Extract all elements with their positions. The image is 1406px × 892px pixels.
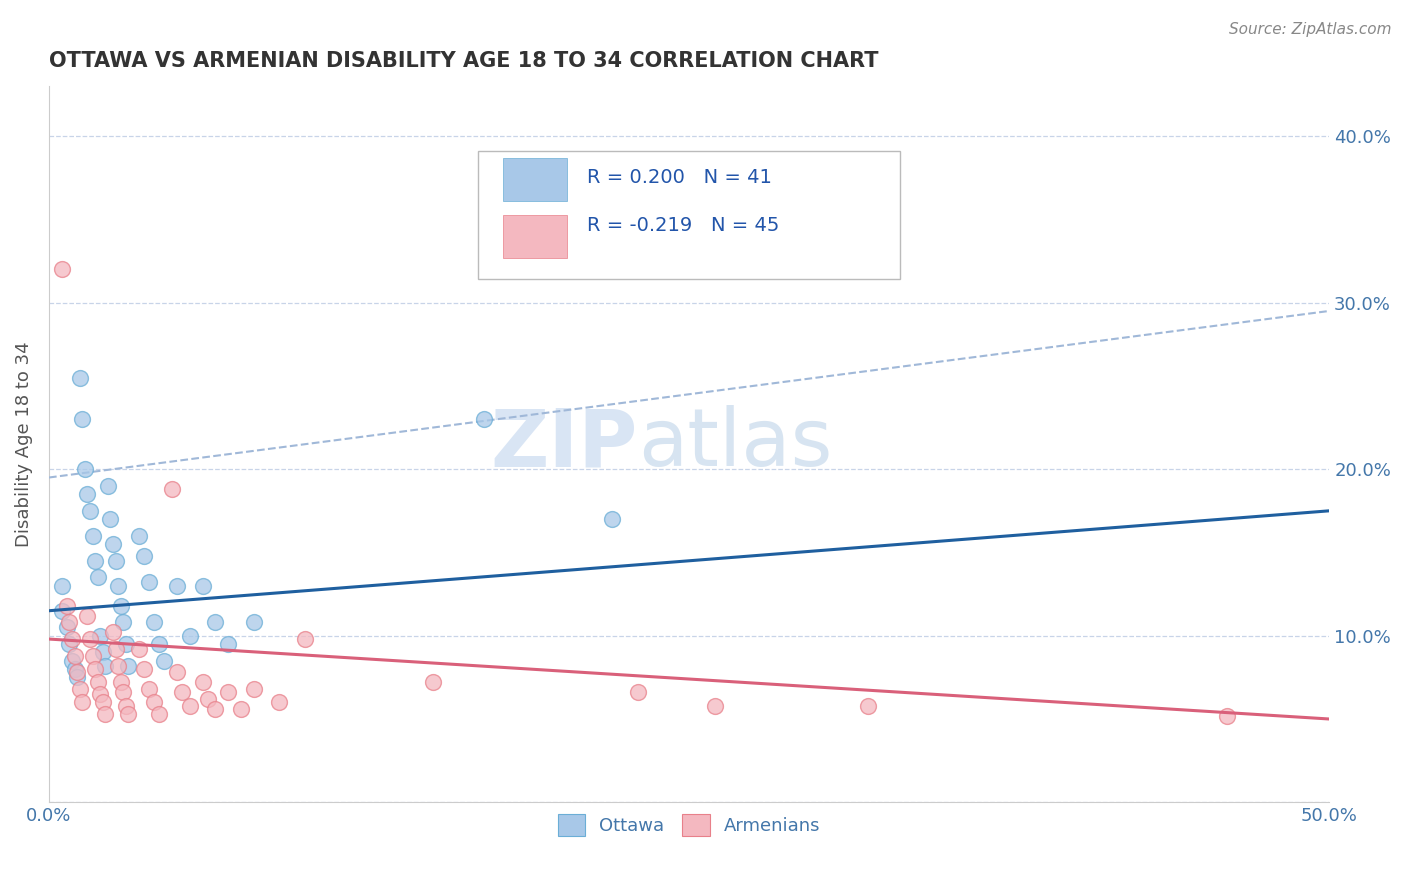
Point [60, 654, 83, 668]
Point [153, 654, 176, 668]
Text: Source: ZipAtlas.com: Source: ZipAtlas.com [1229, 22, 1392, 37]
Point [217, 685, 239, 699]
Point [179, 698, 201, 713]
Point [69, 681, 91, 696]
Text: R = 0.200   N = 41: R = 0.200 N = 41 [586, 169, 772, 187]
Point [51, 604, 73, 618]
Point [128, 642, 150, 657]
Point [76, 608, 98, 623]
Point [160, 482, 183, 496]
Text: OTTAWA VS ARMENIAN DISABILITY AGE 18 TO 34 CORRELATION CHART: OTTAWA VS ARMENIAN DISABILITY AGE 18 TO … [49, 51, 879, 70]
Point [142, 695, 165, 709]
Point [60, 632, 83, 646]
Point [858, 698, 880, 713]
Point [138, 681, 160, 696]
Point [179, 629, 201, 643]
Point [63, 662, 86, 676]
Point [104, 642, 127, 657]
Point [1216, 708, 1239, 723]
Text: ZIP: ZIP [491, 405, 638, 483]
Point [63, 648, 86, 663]
Point [84, 554, 107, 568]
Point [114, 637, 136, 651]
Point [91, 645, 114, 659]
Point [101, 625, 124, 640]
Point [128, 529, 150, 543]
Point [79, 632, 101, 646]
Point [703, 698, 725, 713]
Point [101, 537, 124, 551]
FancyBboxPatch shape [503, 158, 568, 201]
Point [112, 685, 135, 699]
Legend: Ottawa, Armenians: Ottawa, Armenians [551, 807, 828, 843]
Point [191, 579, 214, 593]
Point [84, 662, 107, 676]
Point [148, 706, 170, 721]
Point [51, 262, 73, 277]
Point [117, 706, 139, 721]
Point [117, 658, 139, 673]
Point [86, 570, 108, 584]
Point [204, 615, 226, 630]
Point [243, 681, 266, 696]
FancyBboxPatch shape [478, 151, 900, 279]
Point [66, 665, 89, 680]
Point [110, 675, 132, 690]
Point [107, 658, 129, 673]
Point [166, 579, 188, 593]
Point [94, 658, 117, 673]
Point [197, 692, 219, 706]
Point [132, 549, 155, 563]
Point [243, 615, 266, 630]
Point [72, 412, 94, 426]
Point [82, 648, 104, 663]
Point [294, 632, 316, 646]
Point [72, 695, 94, 709]
Point [89, 687, 111, 701]
Point [138, 575, 160, 590]
Point [229, 702, 252, 716]
Point [217, 637, 239, 651]
Point [58, 615, 80, 630]
Point [76, 487, 98, 501]
Point [204, 702, 226, 716]
Point [69, 370, 91, 384]
Point [86, 675, 108, 690]
Point [110, 599, 132, 613]
Point [56, 620, 79, 634]
Text: R = -0.219   N = 45: R = -0.219 N = 45 [586, 216, 779, 235]
Point [600, 512, 623, 526]
Point [112, 615, 135, 630]
Point [166, 665, 188, 680]
Point [94, 706, 117, 721]
Text: atlas: atlas [638, 405, 832, 483]
Point [91, 695, 114, 709]
Point [89, 629, 111, 643]
Point [73, 462, 96, 476]
Point [104, 554, 127, 568]
Point [269, 695, 291, 709]
Point [58, 637, 80, 651]
Point [82, 529, 104, 543]
Y-axis label: Disability Age 18 to 34: Disability Age 18 to 34 [15, 342, 32, 547]
Point [627, 685, 650, 699]
FancyBboxPatch shape [503, 215, 568, 258]
Point [114, 698, 136, 713]
Point [142, 615, 165, 630]
Point [56, 599, 79, 613]
Point [172, 685, 194, 699]
Point [66, 670, 89, 684]
Point [148, 637, 170, 651]
Point [107, 579, 129, 593]
Point [422, 675, 444, 690]
Point [51, 579, 73, 593]
Point [132, 662, 155, 676]
Point [79, 504, 101, 518]
Point [191, 675, 214, 690]
Point [472, 412, 495, 426]
Point [100, 512, 122, 526]
Point [97, 479, 120, 493]
